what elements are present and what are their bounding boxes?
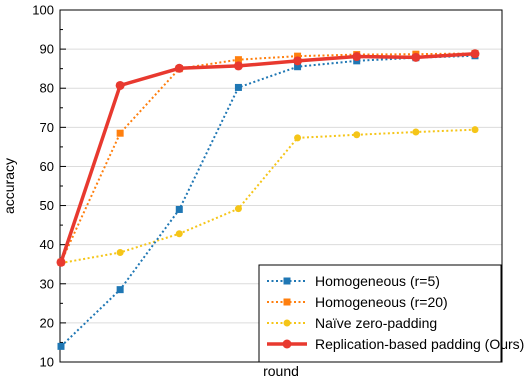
y-tick-label: 90: [40, 42, 54, 57]
data-point: [353, 131, 361, 139]
data-point: [175, 205, 183, 213]
data-point: [412, 128, 420, 136]
data-point: [293, 56, 303, 66]
data-point: [175, 230, 183, 238]
y-tick-label: 30: [40, 276, 54, 291]
data-point: [233, 61, 243, 71]
legend-marker: [283, 319, 291, 327]
data-point: [57, 342, 65, 350]
y-axis-label: accuracy: [1, 158, 17, 214]
y-axis-ticks: 10 20 30 40 50 60 70 80 90 100: [32, 3, 66, 370]
data-point: [234, 205, 242, 213]
data-point: [234, 56, 242, 64]
legend-label: Homogeneous (r=20): [315, 294, 448, 310]
legend-label: Replication-based padding (Ours): [315, 336, 524, 352]
data-point: [294, 134, 302, 142]
data-point: [294, 63, 302, 71]
legend-marker: [283, 298, 291, 306]
y-tick-label: 20: [40, 315, 54, 330]
data-point: [352, 52, 362, 62]
data-point: [116, 286, 124, 294]
legend-marker: [283, 277, 291, 285]
legend-label: Homogeneous (r=5): [315, 273, 440, 289]
x-axis-label: round: [263, 363, 299, 379]
y-tick-label: 10: [40, 355, 54, 370]
data-point: [116, 129, 124, 137]
data-point: [56, 257, 66, 267]
data-point: [470, 49, 480, 59]
series-line: [59, 52, 476, 263]
data-point: [174, 63, 184, 73]
legend-label: Naïve zero-padding: [315, 315, 437, 331]
y-tick-label: 60: [40, 159, 54, 174]
legend-marker: [282, 339, 292, 349]
y-tick-label: 50: [40, 198, 54, 213]
series-3: [56, 49, 480, 267]
data-point: [294, 52, 302, 60]
series-2: [57, 126, 479, 267]
legend: Homogeneous (r=5) Homogeneous (r=20) Naïve…: [258, 264, 524, 363]
y-tick-label: 70: [40, 120, 54, 135]
y-tick-label: 40: [40, 237, 54, 252]
y-tick-label: 80: [40, 81, 54, 96]
series-lines: [56, 49, 480, 350]
data-point: [471, 126, 479, 134]
data-point: [234, 83, 242, 91]
data-point: [411, 52, 421, 62]
data-point: [116, 248, 124, 256]
series-line: [60, 128, 476, 265]
y-tick-label: 100: [32, 3, 54, 18]
data-point: [115, 80, 125, 90]
